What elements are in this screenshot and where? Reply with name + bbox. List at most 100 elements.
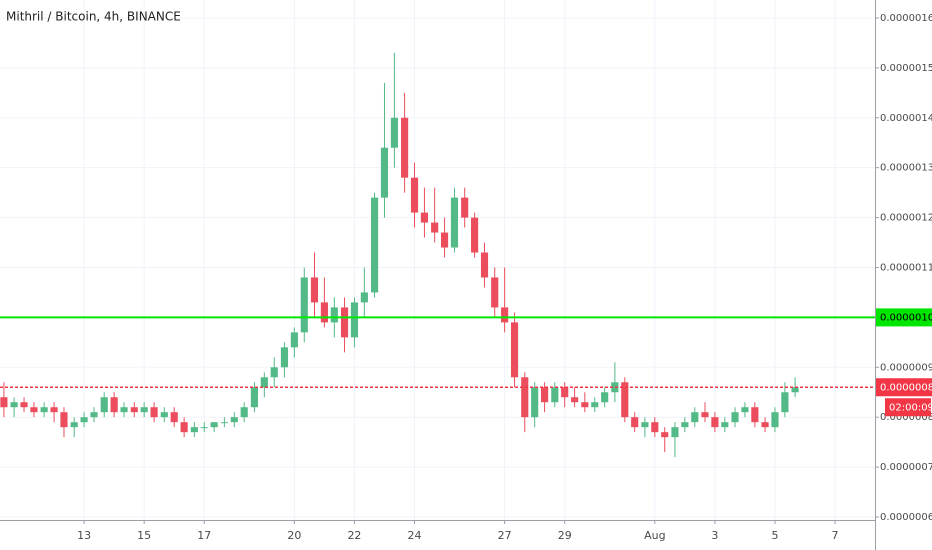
candle-body	[350, 302, 359, 338]
candle-body	[340, 307, 349, 338]
candle-body	[70, 422, 78, 428]
candle-body	[521, 377, 529, 418]
x-tick-label: 13	[77, 529, 91, 542]
candle-body	[761, 422, 769, 428]
candle-body	[681, 422, 689, 428]
candle-body	[200, 427, 208, 429]
candle-body	[10, 402, 18, 408]
candle-body	[310, 277, 319, 303]
x-tick-label: Aug	[644, 529, 665, 542]
candle-body	[621, 382, 629, 418]
candles	[0, 52, 799, 458]
candle-body	[240, 407, 248, 418]
candle-body	[230, 417, 238, 423]
chart-title: Mithril / Bitcoin, 4h, BINANCE	[6, 10, 181, 24]
candle-body	[390, 117, 398, 148]
candle-body	[731, 412, 739, 423]
candle-body	[40, 407, 48, 413]
candle-body	[501, 307, 509, 323]
candle-body	[440, 232, 449, 248]
candle-body	[471, 217, 479, 253]
candle-body	[771, 412, 779, 428]
price-label-box	[876, 378, 932, 397]
countdown-box	[885, 398, 931, 417]
candle-body	[320, 302, 328, 323]
candle-body	[20, 402, 28, 408]
candle-body	[791, 387, 799, 393]
candle-body	[510, 322, 519, 378]
candle-body	[480, 252, 489, 278]
candle-body	[360, 292, 368, 303]
x-tick-label: 27	[498, 529, 512, 542]
candle-body	[591, 402, 599, 408]
candle-body	[0, 397, 8, 408]
candle-body	[721, 422, 729, 428]
candle-body	[420, 212, 429, 223]
x-tick-label: 5	[771, 529, 778, 542]
candle-body	[150, 407, 158, 418]
candle-body	[290, 332, 298, 348]
candle-body	[110, 397, 118, 413]
candle-body	[671, 427, 679, 438]
x-tick-label: 24	[408, 529, 422, 542]
candle-body	[270, 367, 278, 378]
candle-body	[120, 407, 128, 413]
x-tick-label: 29	[558, 529, 572, 542]
x-tick-label: 20	[287, 529, 301, 542]
candle-body	[431, 222, 439, 233]
candle-body	[751, 407, 759, 423]
candle-body	[561, 387, 569, 398]
price-label: 0.00000086	[880, 382, 932, 393]
candle-body	[30, 407, 38, 413]
candle-body	[50, 407, 58, 413]
candle-body	[380, 147, 389, 198]
candle-body	[280, 347, 289, 368]
candle-body	[401, 117, 409, 178]
candle-body	[611, 382, 619, 393]
candle-body	[641, 422, 649, 428]
candle-body	[491, 277, 499, 308]
candle-body	[250, 387, 258, 408]
candle-body	[90, 412, 98, 418]
candle-body	[140, 407, 148, 413]
candle-body	[701, 412, 709, 418]
candle-body	[711, 417, 719, 428]
candle-body	[100, 397, 108, 413]
candle-body	[541, 387, 549, 403]
candle-body	[220, 422, 228, 424]
candle-body	[180, 422, 188, 433]
y-tick-label: 0.00000060	[880, 512, 932, 523]
price-label-box	[876, 308, 932, 327]
candle-body	[661, 432, 669, 438]
candle-body	[190, 427, 198, 433]
candle-body	[631, 417, 639, 428]
candle-body	[651, 422, 659, 433]
x-tick-label: 7	[832, 529, 839, 542]
candle-body	[781, 392, 789, 413]
candle-body	[160, 412, 168, 418]
candle-body	[170, 412, 178, 423]
candle-body	[581, 402, 589, 408]
candle-body	[601, 392, 609, 403]
candle-body	[691, 412, 699, 423]
candle-body	[330, 307, 338, 323]
candle-body	[571, 397, 579, 403]
x-tick-label: 17	[197, 529, 211, 542]
x-tick-label: 15	[137, 529, 151, 542]
candle-body	[80, 417, 88, 423]
candle-body	[410, 177, 419, 213]
candle-body	[210, 422, 218, 428]
x-tick-label: 22	[347, 529, 361, 542]
